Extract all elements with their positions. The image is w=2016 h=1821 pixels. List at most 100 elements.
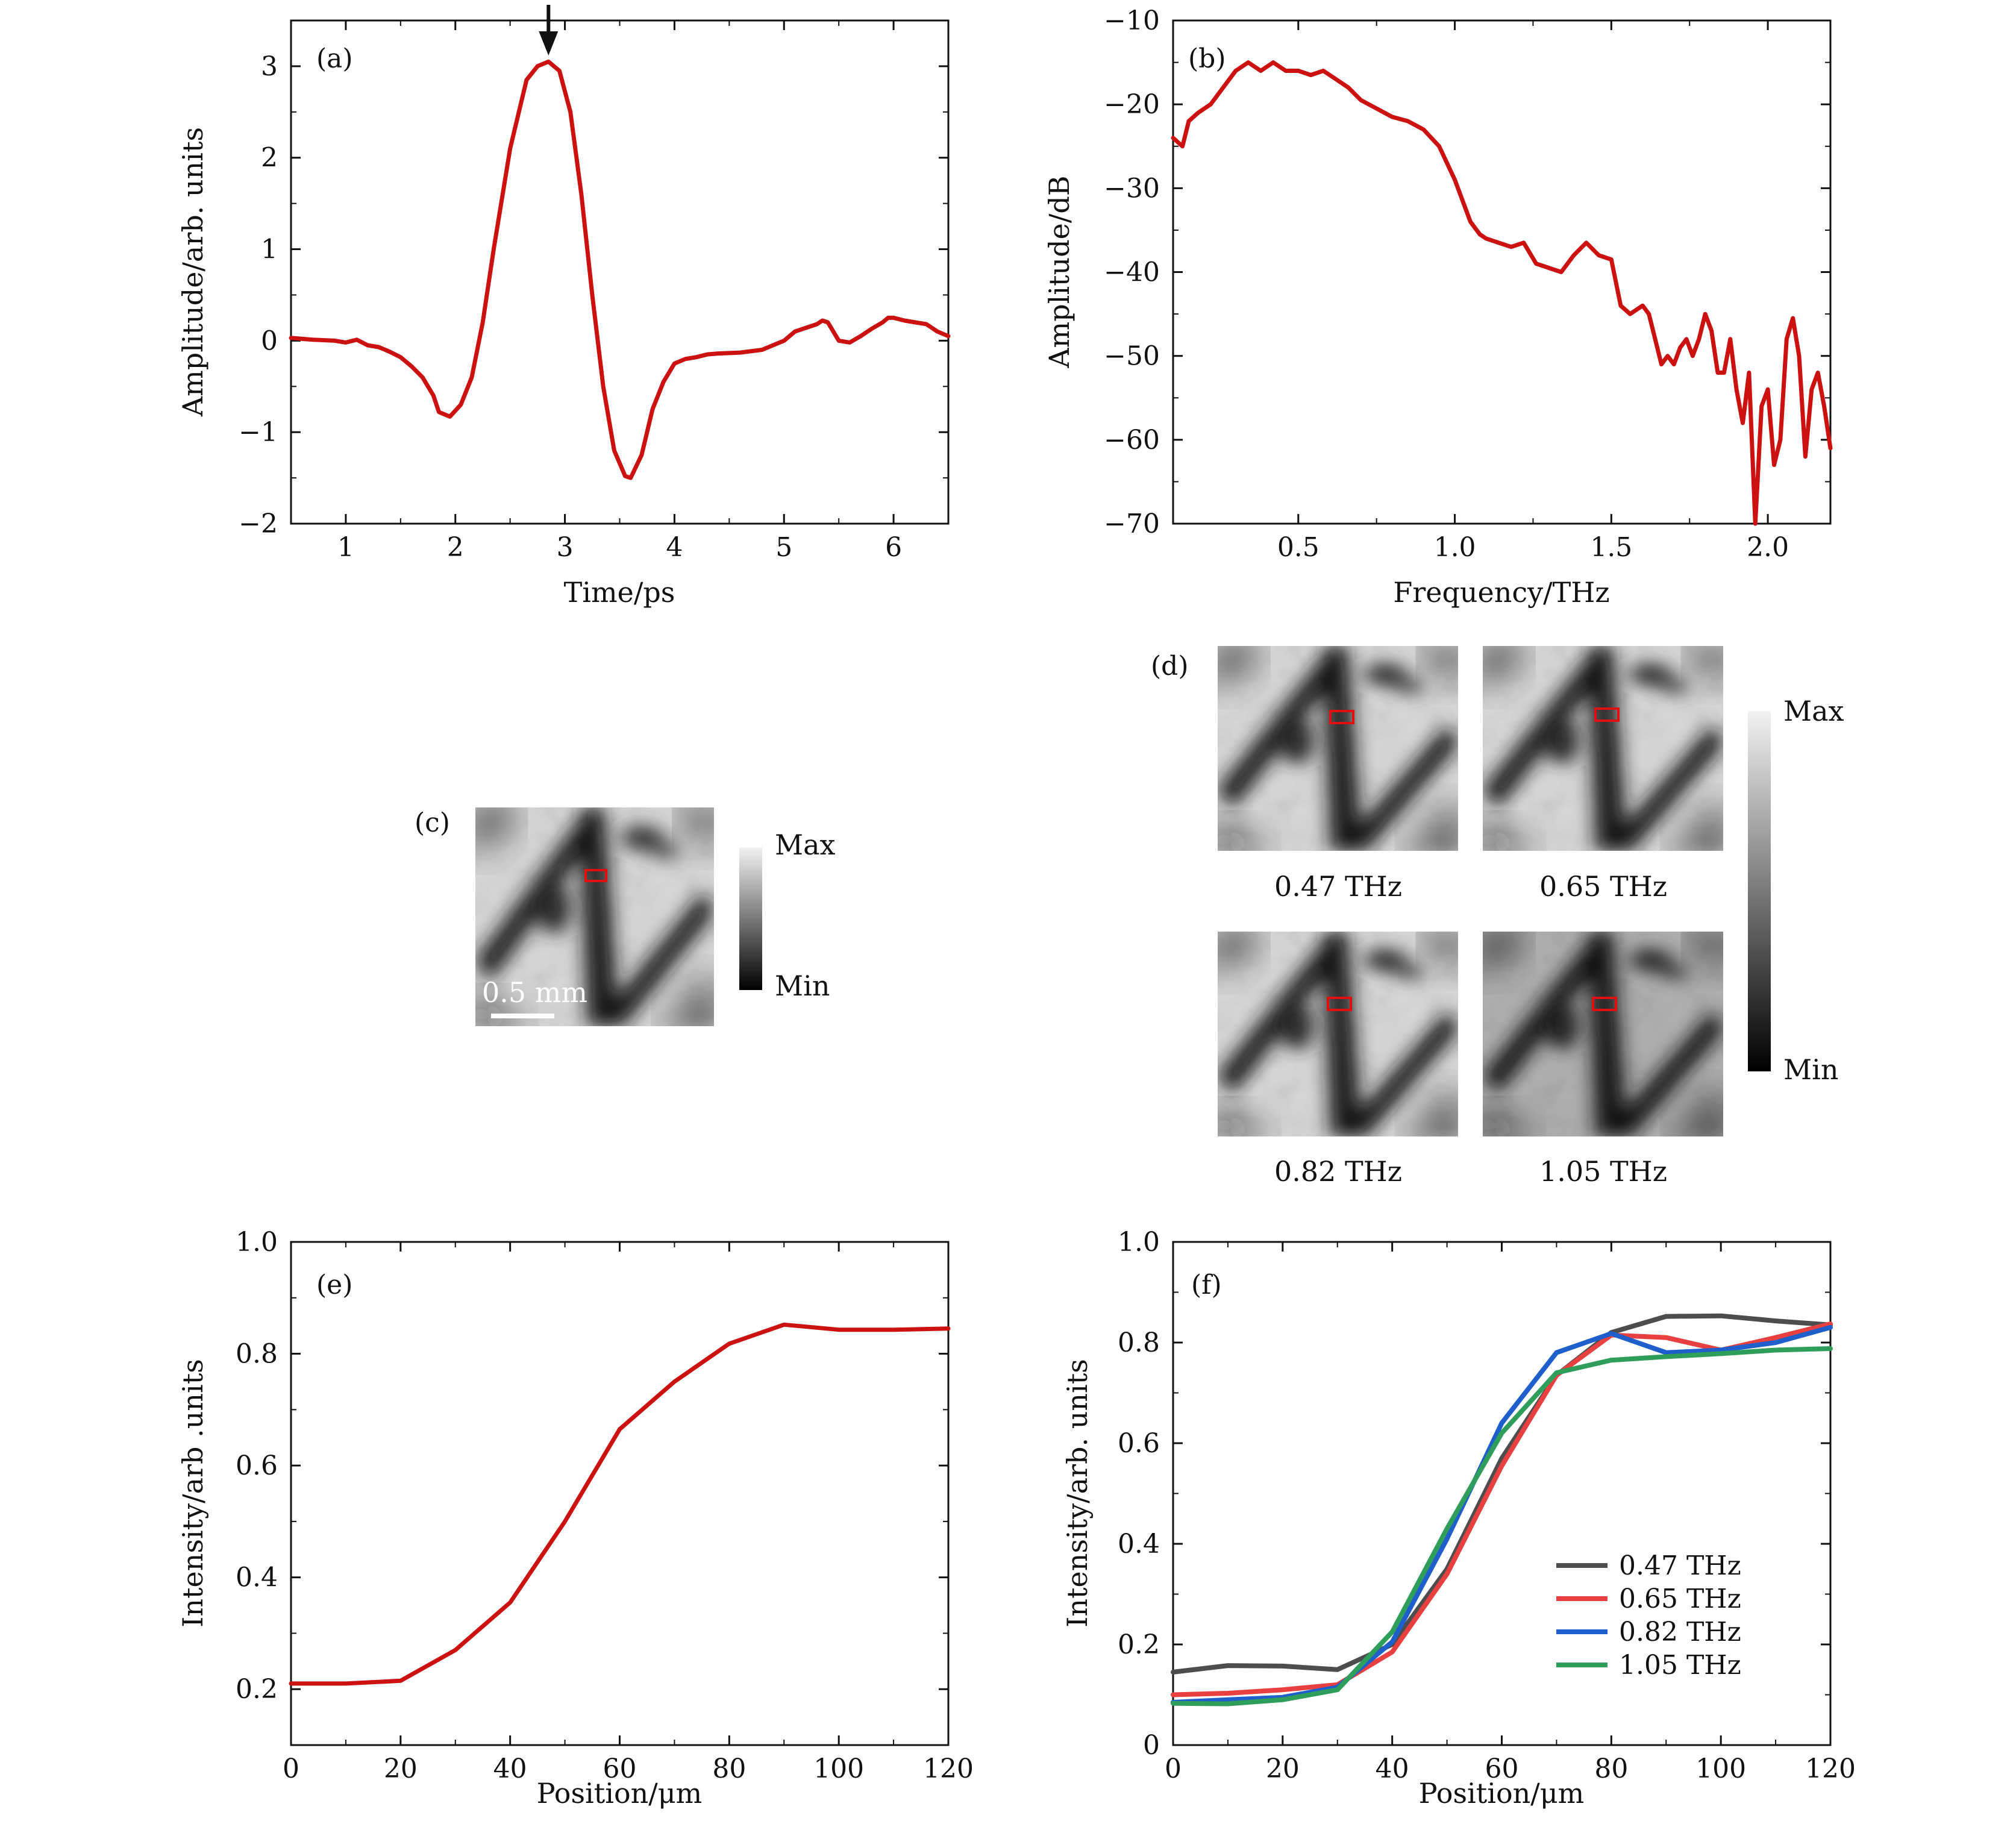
x-tick-label-b: 2.0 — [1747, 532, 1789, 563]
x-tick-label-f: 80 — [1594, 1754, 1628, 1784]
plot-frame-a — [290, 19, 950, 525]
panel-label-d: (d) — [1151, 651, 1189, 682]
x-tick-label-a: 6 — [885, 532, 902, 563]
roi-marker-d-1 — [1329, 710, 1354, 724]
panel-label-f: (f) — [1191, 1270, 1222, 1300]
y-tick-label-a: −1 — [239, 417, 278, 448]
x-axis-title-a: Time/ps — [564, 576, 675, 609]
x-tick-label-a: 2 — [447, 532, 464, 563]
x-tick-label-a: 1 — [337, 532, 354, 563]
x-tick-label-b: 0.5 — [1277, 532, 1319, 563]
x-tick-label-e: 40 — [493, 1754, 527, 1784]
x-tick-label-f: 120 — [1805, 1754, 1856, 1784]
y-tick-label-a: 1 — [261, 234, 278, 265]
x-tick-label-e: 60 — [603, 1754, 637, 1784]
panel-c: (c) 0.5 mm Max Min — [415, 807, 836, 1026]
plot-frame-b — [1172, 19, 1832, 525]
panel-d: (d) 0.47 THz 0.65 THz 0.82 THz 1.05 THz … — [1151, 646, 1844, 1188]
series-line-f-4 — [1171, 1346, 1833, 1707]
y-tick-label-f: 0.8 — [1118, 1327, 1160, 1358]
x-tick-label-a: 3 — [557, 532, 574, 563]
x-tick-label-e: 120 — [923, 1754, 974, 1784]
colorbar-d — [1748, 711, 1771, 1071]
y-tick-label-e: 0.6 — [236, 1450, 278, 1481]
series-line-a — [289, 59, 951, 480]
y-axis-title-f: Intensity/arb. units — [1061, 1359, 1094, 1628]
roi-marker-c — [584, 869, 607, 882]
image-label-d-3: 0.82 THz — [1274, 1155, 1402, 1188]
x-tick-label-a: 4 — [666, 532, 683, 563]
x-tick-label-b: 1.0 — [1434, 532, 1476, 563]
y-tick-label-e: 1.0 — [236, 1227, 278, 1258]
y-tick-label-b: −30 — [1104, 173, 1160, 204]
thz-image-d-3 — [1218, 932, 1458, 1136]
y-tick-label-e: 0.2 — [236, 1674, 278, 1705]
thz-image-d-1 — [1218, 646, 1458, 851]
panel-b: 0.5 1.0 1.5 2.0 −70 −60 −50 −40 −30 −20 −10 (b) Fr… — [1043, 5, 1833, 609]
panel-label-e: (e) — [316, 1270, 352, 1300]
x-tick-label-a: 5 — [775, 532, 792, 563]
series-line-e — [289, 1322, 951, 1686]
x-axis-title-b: Frequency/THz — [1393, 576, 1609, 609]
series-line-f-3 — [1171, 1324, 1833, 1705]
x-tick-label-f: 60 — [1485, 1754, 1519, 1784]
y-tick-label-f: 1.0 — [1118, 1227, 1160, 1258]
y-axis-title-e: Intensity/arb .units — [177, 1359, 209, 1628]
y-tick-label-e: 0.4 — [236, 1562, 278, 1593]
y-tick-label-a: 2 — [261, 143, 278, 174]
y-tick-label-e: 0.8 — [236, 1339, 278, 1370]
colorbar-max-label-d: Max — [1783, 695, 1844, 727]
x-tick-label-f: 20 — [1266, 1754, 1300, 1784]
panel-a: 1 2 3 4 5 6 −2 −1 0 1 2 3 (a) Time/ps Amplitude/arb… — [177, 5, 951, 609]
y-axis-title-a: Amplitude/arb. units — [177, 127, 209, 417]
y-tick-label-f: 0.4 — [1118, 1529, 1160, 1559]
roi-marker-d-4 — [1592, 997, 1617, 1011]
x-tick-label-f: 100 — [1695, 1754, 1746, 1784]
panel-label-a: (a) — [316, 43, 353, 74]
colorbar-c — [739, 847, 762, 990]
x-tick-label-f: 0 — [1165, 1754, 1182, 1784]
y-tick-label-b: −60 — [1104, 425, 1160, 456]
legend-label-f-1: 0.47 THz — [1619, 1550, 1741, 1581]
colorbar-min-label-d: Min — [1783, 1053, 1838, 1086]
panel-f: 0 20 40 60 80 100 120 0 0.2 0.4 0.6 0.8 1.0 (f) 0.47… — [1061, 1227, 1856, 1810]
x-tick-label-e: 100 — [813, 1754, 864, 1784]
legend-label-f-2: 0.65 THz — [1619, 1584, 1741, 1614]
y-tick-label-a: −2 — [239, 509, 278, 539]
scale-bar-label-c: 0.5 mm — [482, 976, 587, 1009]
image-label-d-4: 1.05 THz — [1539, 1155, 1667, 1188]
ticks-e: 0 20 40 60 80 100 120 0.2 0.4 0.6 0.8 1.0 — [236, 1227, 974, 1784]
image-label-d-2: 0.65 THz — [1539, 870, 1667, 903]
y-axis-title-b: Amplitude/dB — [1043, 175, 1075, 368]
ticks-b: 0.5 1.0 1.5 2.0 −70 −60 −50 −40 −30 −20 −10 — [1104, 5, 1830, 563]
legend-label-f-4: 1.05 THz — [1619, 1650, 1741, 1681]
y-tick-label-f: 0.6 — [1118, 1428, 1160, 1459]
colorbar-min-label-c: Min — [775, 970, 830, 1002]
x-tick-label-e: 20 — [384, 1754, 418, 1784]
panel-label-c: (c) — [415, 807, 450, 838]
image-label-d-1: 0.47 THz — [1274, 870, 1402, 903]
series-lines-f — [1171, 1313, 1833, 1707]
x-axis-title-f: Position/μm — [1419, 1777, 1585, 1810]
plot-frame-e — [290, 1241, 950, 1746]
ticks-a: 1 2 3 4 5 6 −2 −1 0 1 2 3 — [239, 20, 948, 563]
y-tick-label-f: 0 — [1143, 1730, 1160, 1761]
y-tick-label-b: −20 — [1104, 89, 1160, 120]
arrow-annotation-a — [539, 5, 559, 55]
roi-marker-d-2 — [1594, 707, 1620, 722]
x-axis-title-e: Position/μm — [537, 1777, 703, 1810]
y-tick-label-b: −50 — [1104, 341, 1160, 372]
x-tick-label-e: 0 — [283, 1754, 299, 1784]
series-line-b — [1171, 60, 1833, 526]
thz-image-d-2 — [1483, 646, 1723, 851]
x-tick-label-e: 80 — [712, 1754, 746, 1784]
y-tick-label-a: 3 — [261, 51, 278, 82]
panel-e: 0 20 40 60 80 100 120 0.2 0.4 0.6 0.8 1.0 (e) Posit… — [177, 1227, 974, 1810]
thz-image-d-4 — [1483, 932, 1723, 1136]
y-tick-label-f: 0.2 — [1118, 1629, 1160, 1660]
panel-label-b: (b) — [1188, 43, 1226, 74]
y-tick-label-b: −10 — [1104, 5, 1160, 36]
y-tick-label-b: −40 — [1104, 257, 1160, 288]
